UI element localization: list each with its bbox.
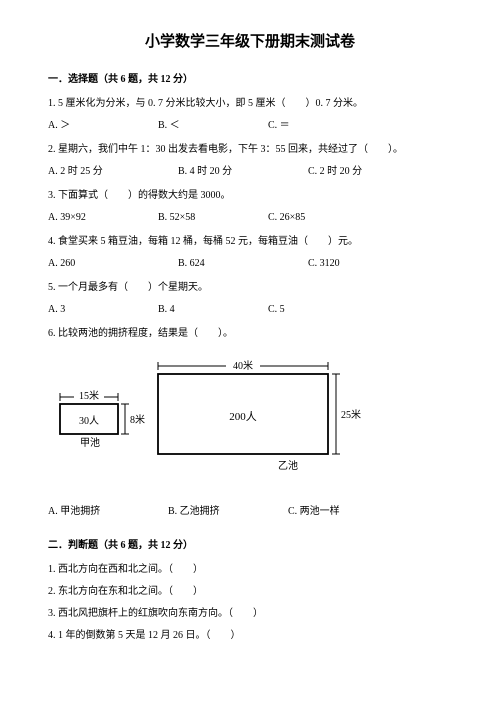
s2-q3: 3. 西北风把旗杆上的红旗吹向东南方向。（ ） <box>48 606 452 622</box>
q5-opt-a: A. 3 <box>48 302 158 318</box>
s2-q1: 1. 西北方向在西和北之间。（ ） <box>48 562 452 578</box>
q3-opt-c: C. 26×85 <box>268 210 305 226</box>
pool-a-inside: 30人 <box>79 415 99 427</box>
q2-opt-b: B. 4 时 20 分 <box>178 164 308 180</box>
q1-text: 1. 5 厘米化为分米，与 0. 7 分米比较大小，即 5 厘米（ ）0. 7 … <box>48 96 452 112</box>
q2-opt-c: C. 2 时 20 分 <box>308 164 362 180</box>
pool-b-width-label: 40米 <box>233 359 253 372</box>
pool-b-height-label: 25米 <box>341 408 361 421</box>
pool-a-name: 甲池 <box>80 436 100 449</box>
q4-text: 4. 食堂买来 5 箱豆油，每箱 12 桶，每桶 52 元，每箱豆油（ ）元。 <box>48 234 452 250</box>
q2-options: A. 2 时 25 分 B. 4 时 20 分 C. 2 时 20 分 <box>48 164 452 180</box>
q6-options: A. 甲池拥挤 B. 乙池拥挤 C. 两池一样 <box>48 504 452 520</box>
q6-text: 6. 比较两池的拥挤程度，结果是（ ）。 <box>48 326 452 342</box>
pools-diagram: 200人 40米 25米 乙池 30人 15米 8米 甲池 <box>48 354 452 484</box>
s2-q4: 4. 1 年的倒数第 5 天是 12 月 26 日。（ ） <box>48 628 452 644</box>
q3-text: 3. 下面算式（ ）的得数大约是 3000。 <box>48 188 452 204</box>
q1-options: A. ＞ B. ＜ C. ＝ <box>48 118 452 134</box>
pool-b-name: 乙池 <box>278 459 298 472</box>
q1-opt-a: A. ＞ <box>48 118 158 134</box>
q3-opt-b: B. 52×58 <box>158 210 268 226</box>
q4-opt-c: C. 3120 <box>308 256 340 272</box>
pool-b-inside: 200人 <box>229 410 257 423</box>
q5-text: 5. 一个月最多有（ ）个星期天。 <box>48 280 452 296</box>
q2-text: 2. 星期六，我们中午 1：30 出发去看电影，下午 3：55 回来，共经过了（… <box>48 142 452 158</box>
q3-options: A. 39×92 B. 52×58 C. 26×85 <box>48 210 452 226</box>
q5-options: A. 3 B. 4 C. 5 <box>48 302 452 318</box>
q5-opt-b: B. 4 <box>158 302 268 318</box>
q3-opt-a: A. 39×92 <box>48 210 158 226</box>
q4-options: A. 260 B. 624 C. 3120 <box>48 256 452 272</box>
s2-q2: 2. 东北方向在东和北之间。（ ） <box>48 584 452 600</box>
page-title: 小学数学三年级下册期末测试卷 <box>48 30 452 54</box>
pool-a-width-label: 15米 <box>79 389 99 402</box>
q6-opt-a: A. 甲池拥挤 <box>48 504 168 520</box>
q1-opt-c: C. ＝ <box>268 118 290 134</box>
q6-opt-b: B. 乙池拥挤 <box>168 504 288 520</box>
q5-opt-c: C. 5 <box>268 302 285 318</box>
q4-opt-b: B. 624 <box>178 256 308 272</box>
q4-opt-a: A. 260 <box>48 256 178 272</box>
q1-opt-b: B. ＜ <box>158 118 268 134</box>
q2-opt-a: A. 2 时 25 分 <box>48 164 178 180</box>
section1-heading: 一．选择题（共 6 题，共 12 分） <box>48 72 452 88</box>
q6-opt-c: C. 两池一样 <box>288 504 340 520</box>
section2-heading: 二．判断题（共 6 题，共 12 分） <box>48 538 452 554</box>
pool-a-height-label: 8米 <box>130 413 145 426</box>
